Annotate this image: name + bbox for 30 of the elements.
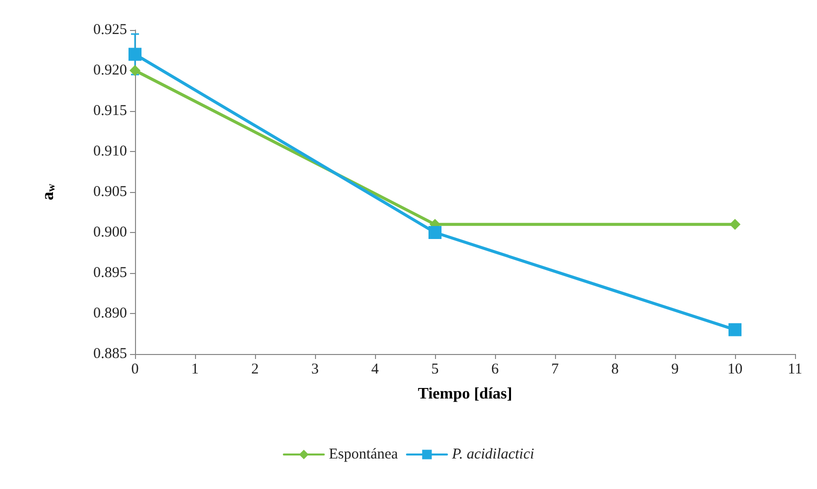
x-tick-label: 1 [191, 362, 199, 378]
y-tick-label: 0.910 [93, 144, 127, 160]
x-tick-label: 5 [431, 362, 439, 378]
x-tick-label: 2 [251, 362, 259, 378]
x-tick-label: 4 [371, 362, 380, 378]
legend-label: Espontánea [328, 446, 398, 462]
x-tick-label: 11 [788, 362, 802, 378]
point [730, 218, 740, 230]
y-tick-label: 0.890 [93, 306, 127, 322]
point [130, 65, 140, 76]
y-tick-label: 0.915 [93, 103, 127, 119]
y-tick-label: 0.900 [93, 224, 127, 240]
y-tick-label: 0.895 [93, 265, 127, 281]
x-tick-label: 8 [611, 362, 619, 378]
y-axis-title: aw [38, 184, 58, 200]
x-tick-label: 10 [728, 362, 742, 378]
point [128, 48, 142, 61]
x-axis-title: Tiempo [días] [418, 386, 512, 402]
y-tick-label: 0.905 [93, 184, 127, 200]
x-tick-label: 9 [671, 362, 679, 378]
point [728, 323, 742, 336]
y-tick-label: 0.925 [93, 22, 127, 38]
y-tick-label: 0.920 [93, 62, 127, 78]
x-tick-label: 3 [311, 362, 319, 378]
y-tick-label: 0.885 [93, 346, 127, 362]
point [428, 226, 442, 239]
x-tick-label: 6 [491, 362, 500, 378]
x-tick-label: 7 [551, 362, 560, 378]
x-tick-label: 0 [131, 362, 139, 378]
legend-label: P. acidilactici [450, 446, 534, 462]
